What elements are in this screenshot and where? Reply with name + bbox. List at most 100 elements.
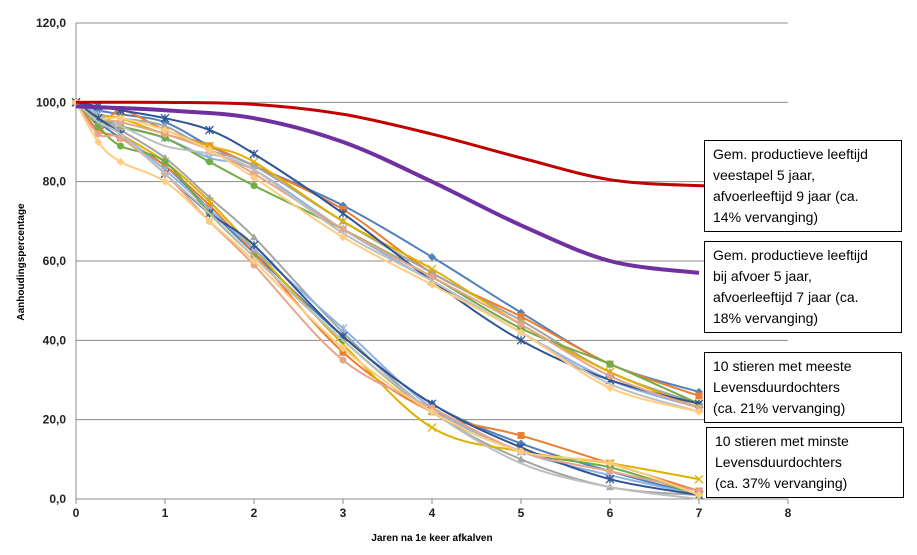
- x-marker: [694, 474, 704, 484]
- diamond-marker: [695, 407, 703, 416]
- asterisk-marker: [160, 113, 170, 123]
- triangle-marker: [161, 122, 169, 130]
- annotation-line: bij afvoer 5 jaar,: [713, 268, 812, 284]
- annotation-line: (ca. 37% vervanging): [715, 475, 848, 491]
- x-marker: [427, 423, 437, 433]
- asterisk-marker: [249, 240, 259, 250]
- annotation-line: Levensduurdochters: [713, 379, 840, 395]
- annotation-line: veestapel 5 jaar,: [713, 167, 815, 183]
- circle-marker: [161, 158, 169, 166]
- x-marker: [205, 197, 214, 206]
- circle-marker: [606, 372, 614, 380]
- annotation-line: 14% vervanging): [713, 209, 819, 225]
- diamond-marker: [161, 177, 169, 186]
- y-tick-label: 100,0: [36, 95, 66, 109]
- y-tick-label: 60,0: [43, 254, 67, 268]
- y-tick-label: 0,0: [49, 492, 66, 506]
- diamond-marker: [339, 233, 347, 242]
- annotation-line: Levensduurdochters: [715, 454, 842, 470]
- annotation-line: afvoerleeftijd 7 jaar (ca.: [713, 289, 859, 305]
- annotation-box-14pct: Gem. productieve leeftijd veestapel 5 ja…: [704, 140, 902, 232]
- annotation-box-minste: 10 stieren met minste Levensduurdochters…: [706, 427, 904, 498]
- y-axis-title: Aanhoudingspercentage: [16, 203, 27, 321]
- diamond-marker: [250, 173, 258, 182]
- y-tick-label: 80,0: [43, 175, 67, 189]
- circle-marker: [606, 467, 614, 475]
- series-line: [75, 101, 700, 500]
- diamond-marker: [116, 114, 125, 123]
- x-axis-title: Jaren na 1e keer afkalven: [371, 533, 492, 544]
- x-marker: [427, 264, 437, 274]
- y-tick-label: 40,0: [43, 333, 67, 347]
- series-minste-10: [72, 98, 703, 500]
- circle-marker: [250, 182, 258, 190]
- circle-marker: [606, 360, 614, 368]
- diamond-marker: [205, 145, 214, 154]
- diamond-marker: [250, 257, 258, 265]
- x-tick-label: 6: [607, 506, 614, 520]
- diamond-marker: [116, 157, 125, 166]
- reference-curve-1: [75, 100, 789, 188]
- circle-marker: [517, 320, 525, 328]
- annotation-line: 10 stieren met minste: [715, 433, 849, 449]
- diamond-marker: [94, 138, 103, 146]
- annotation-box-18pct: Gem. productieve leeftijd bij afvoer 5 j…: [704, 241, 902, 333]
- circle-marker: [428, 273, 436, 281]
- x-tick-label: 2: [251, 506, 258, 520]
- annotation-line: Gem. productieve leeftijd: [713, 247, 868, 263]
- x-tick-label: 0: [73, 506, 80, 520]
- series-minste-9: [75, 101, 700, 500]
- diamond-marker: [205, 217, 214, 226]
- diamond-marker: [428, 407, 436, 416]
- diamond-marker: [695, 491, 703, 500]
- x-tick-label: 5: [518, 506, 525, 520]
- triangle-marker: [517, 455, 525, 463]
- asterisk-marker: [249, 149, 259, 159]
- annotation-line: afvoerleeftijd 9 jaar (ca.: [713, 188, 859, 204]
- diamond-marker: [517, 447, 525, 456]
- circle-marker: [339, 356, 347, 364]
- series-meeste-9: [75, 101, 700, 413]
- series-line: [75, 101, 700, 413]
- circle-marker: [117, 142, 124, 150]
- triangle-marker: [250, 233, 258, 241]
- asterisk-marker: [605, 474, 615, 484]
- diamond-marker: [339, 344, 347, 353]
- reference-curve-2: [75, 104, 700, 275]
- circle-marker: [206, 158, 213, 166]
- annotation-line: 10 stieren met meeste: [713, 358, 852, 374]
- square-marker: [517, 432, 525, 440]
- x-marker: [338, 216, 348, 226]
- x-tick-label: 3: [340, 506, 347, 520]
- diamond-marker: [517, 328, 525, 337]
- annotation-line: Gem. productieve leeftijd: [713, 146, 868, 162]
- diamond-marker: [606, 459, 614, 468]
- diamond-marker: [428, 253, 436, 262]
- x-tick-label: 4: [429, 506, 436, 520]
- y-tick-label: 20,0: [43, 413, 67, 427]
- square-marker: [695, 392, 703, 400]
- annotation-box-meeste: 10 stieren met meeste Levensduurdochters…: [704, 352, 902, 423]
- annotation-line: (ca. 21% vervanging): [713, 400, 846, 416]
- series-minste-4: [71, 97, 704, 484]
- asterisk-marker: [338, 208, 348, 218]
- x-tick-label: 1: [162, 506, 169, 520]
- diamond-marker: [161, 126, 169, 135]
- series-minste-3: [72, 98, 703, 499]
- asterisk-marker: [338, 323, 348, 333]
- square-marker: [94, 126, 102, 134]
- diamond-marker: [428, 280, 436, 289]
- asterisk-marker: [516, 335, 526, 345]
- asterisk-marker: [205, 125, 214, 135]
- y-tick-label: 120,0: [36, 16, 66, 30]
- series-meeste-10: [72, 98, 703, 416]
- circle-marker: [94, 130, 102, 138]
- diamond-marker: [606, 383, 614, 392]
- x-tick-label: 7: [696, 506, 703, 520]
- series-meeste-2: [72, 98, 703, 400]
- x-tick-label: 8: [785, 506, 792, 520]
- x-marker: [249, 157, 259, 167]
- annotation-line: 18% vervanging): [713, 310, 819, 326]
